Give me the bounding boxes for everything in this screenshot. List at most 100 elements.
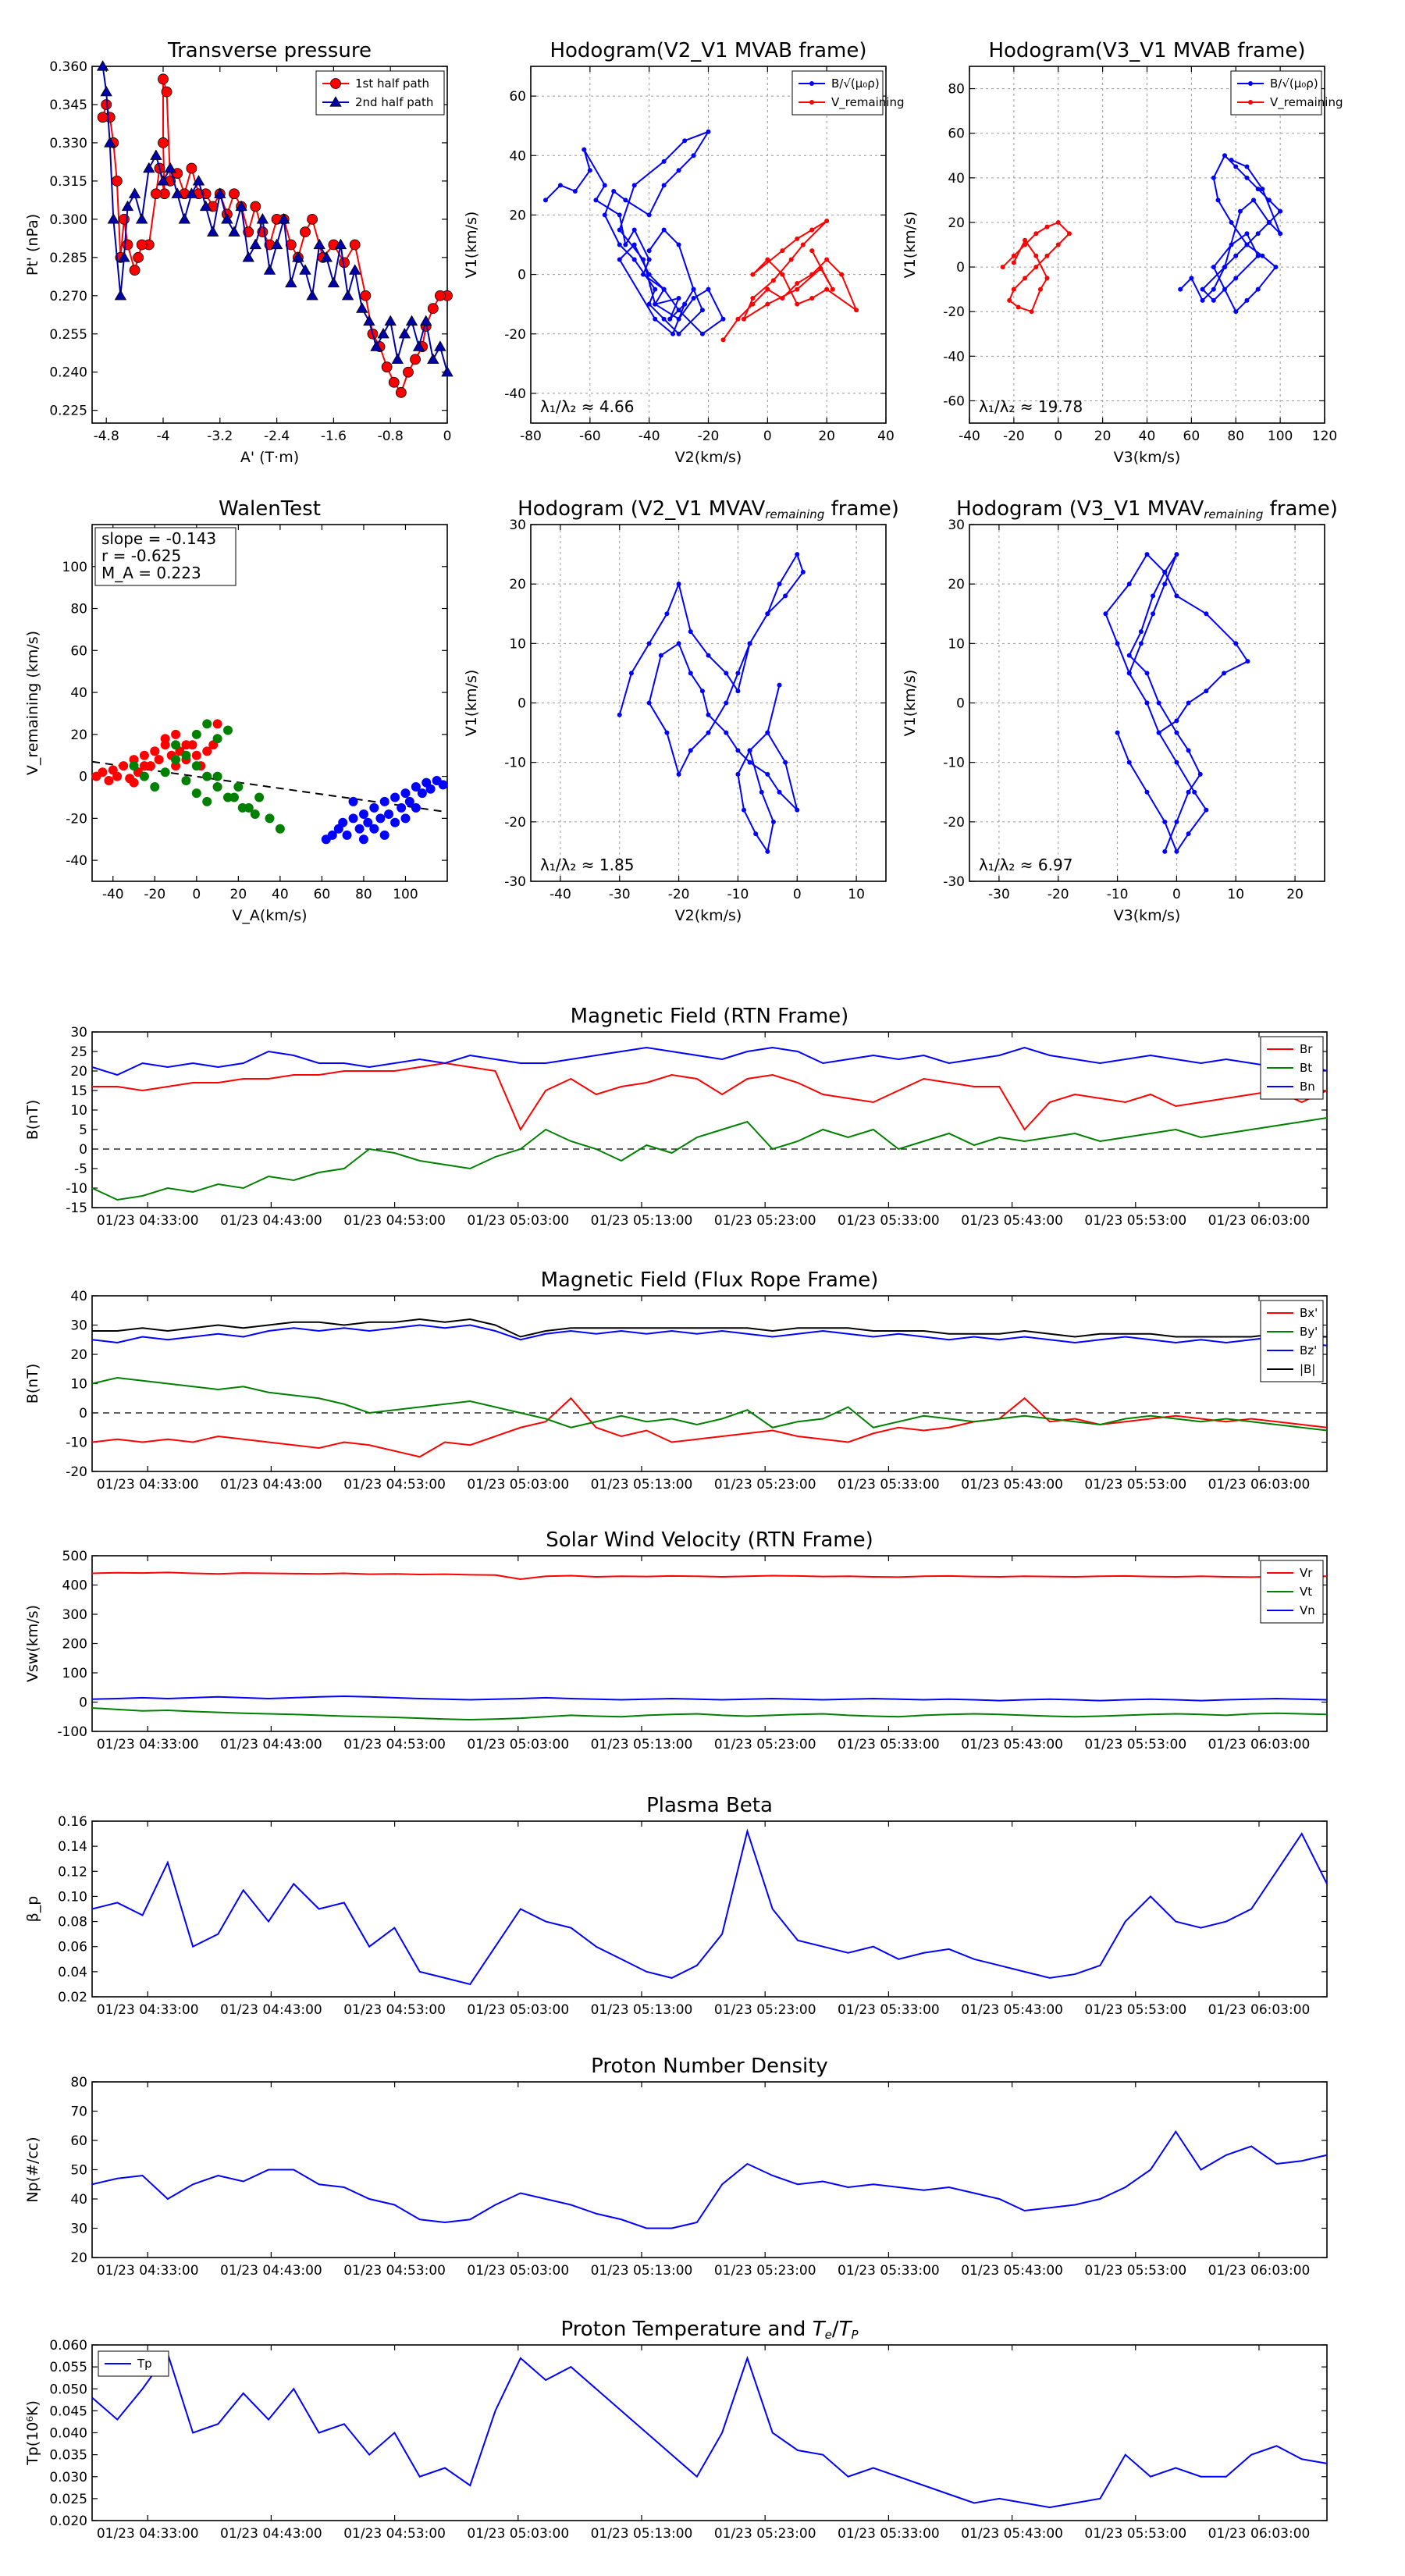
scatter-point-blue (342, 830, 352, 840)
series-marker (676, 296, 681, 301)
series-marker (699, 308, 705, 313)
x-tick-label: 0 (443, 429, 452, 444)
series-marker (818, 265, 823, 271)
series-marker (682, 301, 688, 307)
y-tick-label: 60 (70, 2133, 87, 2149)
series-marker (377, 327, 389, 339)
y-tick-label: 30 (70, 1318, 87, 1334)
series-marker (1186, 748, 1191, 753)
x-tick-label: 01/23 05:13:00 (591, 1737, 693, 1752)
x-tick-label: -4 (157, 429, 170, 444)
series-marker (765, 286, 770, 292)
y-tick-label: -20 (504, 815, 526, 831)
series-marker (661, 158, 667, 164)
series-marker (724, 730, 729, 735)
series-marker (735, 671, 741, 676)
series-marker (150, 188, 162, 200)
series-marker (384, 315, 397, 326)
legend-label: 2nd half path (355, 95, 433, 109)
legend-marker (329, 96, 342, 107)
x-tick-label: 20 (818, 429, 835, 444)
series-marker (1189, 276, 1194, 281)
x-tick-label: 40 (272, 887, 289, 902)
series-marker (97, 112, 108, 123)
series-marker (641, 272, 646, 277)
scatter-point-green (139, 771, 149, 781)
y-tick-label: 40 (70, 2192, 87, 2208)
series-marker (398, 327, 411, 339)
series-marker (691, 296, 696, 301)
series-marker (1222, 153, 1228, 158)
scatter-point-blue (390, 817, 400, 827)
series-marker (1011, 286, 1016, 292)
x-tick-label: -40 (959, 429, 980, 444)
series-marker (1244, 297, 1250, 303)
series-marker (747, 641, 752, 646)
legend-marker (1248, 100, 1253, 105)
series-marker (1115, 641, 1120, 646)
series-marker (1204, 611, 1209, 617)
y-tick-label: -10 (943, 756, 965, 771)
series-marker (765, 849, 770, 854)
series-marker (653, 286, 658, 292)
series-marker (1055, 242, 1061, 247)
x-tick-label: 01/23 05:43:00 (961, 2526, 1063, 2542)
series-marker (631, 257, 637, 262)
y-axis-label: V1(km/s) (902, 212, 919, 279)
series-marker (410, 354, 421, 365)
x-tick-label: -20 (668, 887, 690, 902)
x-tick-label: 01/23 05:53:00 (1084, 2263, 1186, 2279)
series-marker (780, 272, 785, 277)
series-marker (664, 730, 670, 735)
series-marker (676, 582, 681, 587)
series-marker (1211, 175, 1216, 180)
x-tick-label: 0 (793, 887, 802, 902)
x-tick-label: 01/23 06:03:00 (1208, 2002, 1311, 2018)
x-tick-label: 01/23 05:03:00 (467, 2002, 569, 2018)
series-marker (735, 748, 741, 753)
series-marker (1244, 175, 1250, 180)
y-tick-label: 0.16 (58, 1814, 87, 1830)
x-tick-label: 01/23 05:13:00 (591, 2526, 693, 2542)
scatter-point-blue (375, 813, 386, 824)
chart-h1: Hodogram(V2_V1 MVAB frame) -40 -20 0 20 40 60 -… (463, 39, 905, 466)
scatter-point-red (191, 750, 201, 760)
series-marker (370, 340, 382, 351)
x-tick-label: -30 (609, 887, 631, 902)
scatter-point-green (171, 740, 181, 750)
series-marker (1126, 582, 1132, 587)
scatter-point-green (222, 725, 233, 735)
y-tick-label: 0.315 (49, 174, 87, 190)
x-tick-label: 40 (877, 429, 895, 444)
series-marker (809, 296, 815, 301)
series-marker (1162, 569, 1168, 575)
scatter-point-blue (438, 780, 448, 790)
x-tick-label: 01/23 05:23:00 (714, 2263, 816, 2279)
y-tick-label: 80 (948, 82, 965, 98)
y-tick-label: -15 (66, 1201, 87, 1216)
x-tick-label: -40 (550, 887, 571, 902)
series-marker (750, 296, 756, 301)
chart-title: Proton Temperature and Te/TP (560, 2318, 859, 2342)
series-marker (646, 301, 652, 307)
series-marker (788, 257, 794, 262)
series-marker (750, 272, 756, 277)
series-marker (617, 242, 622, 247)
series-marker (1222, 671, 1227, 676)
chart-walen: WalenTest -40 -20 0 20 40 60 80 100 -40 -20 0 20 40 60… (24, 497, 448, 924)
y-tick-label: 0.255 (49, 327, 87, 343)
series-marker (783, 593, 788, 599)
y-axis-label: V1(km/s) (463, 212, 480, 279)
series-marker (1144, 789, 1150, 795)
series-marker (118, 251, 130, 262)
y-tick-label: -20 (504, 327, 526, 343)
x-tick-label: 80 (355, 887, 372, 902)
scatter-point-green (212, 771, 222, 781)
y-tick-label: 20 (948, 577, 965, 592)
series-marker (1255, 253, 1261, 258)
scatter-point-red (202, 746, 212, 756)
series-marker (388, 376, 400, 388)
scatter-point-blue (354, 824, 365, 834)
stats-line: slope = -0.143 (101, 529, 216, 548)
series-marker (1229, 157, 1234, 162)
